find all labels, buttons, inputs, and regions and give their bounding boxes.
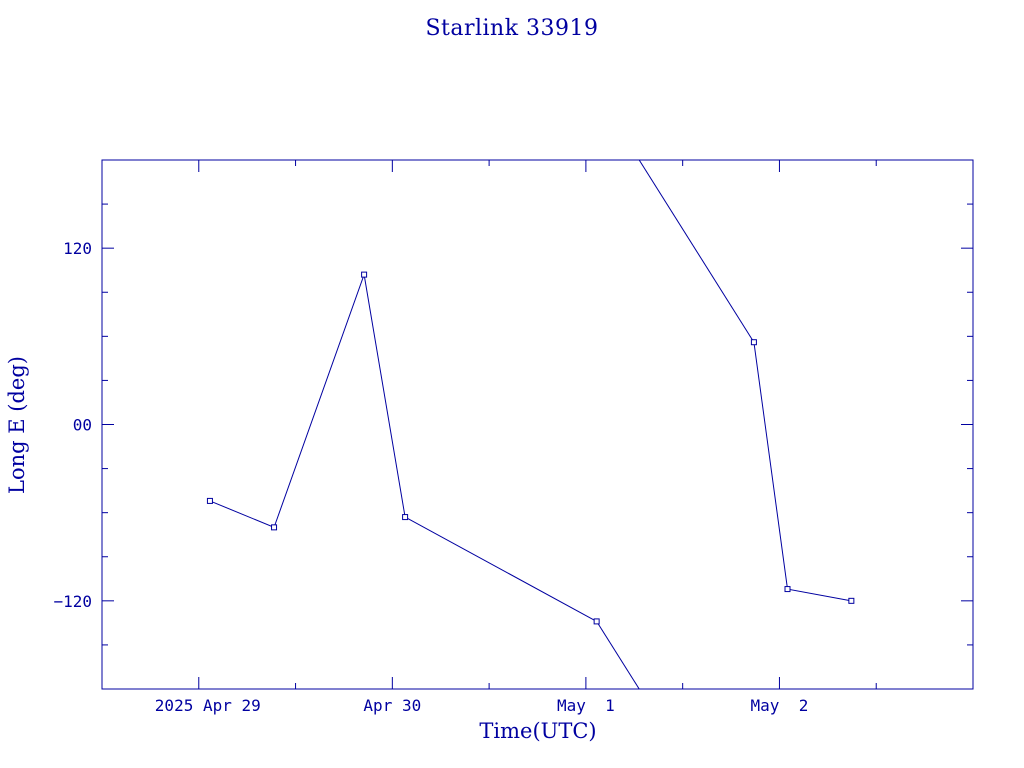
y-tick-label: 00 bbox=[73, 416, 92, 435]
x-tick-label: May 1 bbox=[557, 696, 615, 715]
x-tick-label: 2025 Apr 29 bbox=[155, 696, 261, 715]
x-tick-label: May 2 bbox=[751, 696, 809, 715]
series-markers bbox=[206, 271, 855, 625]
series-line bbox=[209, 272, 597, 622]
axis-tick-labels: 2025 Apr 29 Apr 30 May 1 May 2 120 00 −120 bbox=[53, 239, 808, 715]
y-tick-label: −120 bbox=[53, 592, 92, 611]
series-line bbox=[753, 342, 852, 602]
wrap-connector-line bbox=[596, 621, 640, 689]
y-tick-label: 120 bbox=[63, 239, 92, 258]
axis-ticks bbox=[101, 160, 974, 689]
data-point bbox=[848, 597, 855, 604]
chart-title: Starlink 33919 bbox=[425, 16, 599, 41]
data-point bbox=[784, 586, 791, 593]
data-point bbox=[361, 271, 368, 278]
y-axis-label: Long E (deg) bbox=[5, 356, 29, 494]
data-point bbox=[206, 497, 213, 504]
data-point bbox=[750, 339, 757, 346]
plot-frame bbox=[101, 159, 974, 690]
x-tick-label: Apr 30 bbox=[363, 696, 421, 715]
series-lines bbox=[209, 160, 852, 689]
data-point bbox=[593, 618, 600, 625]
x-axis-label: Time(UTC) bbox=[479, 719, 597, 743]
data-point bbox=[402, 514, 409, 521]
data-point bbox=[271, 524, 278, 531]
wrap-connector-line bbox=[638, 160, 755, 343]
